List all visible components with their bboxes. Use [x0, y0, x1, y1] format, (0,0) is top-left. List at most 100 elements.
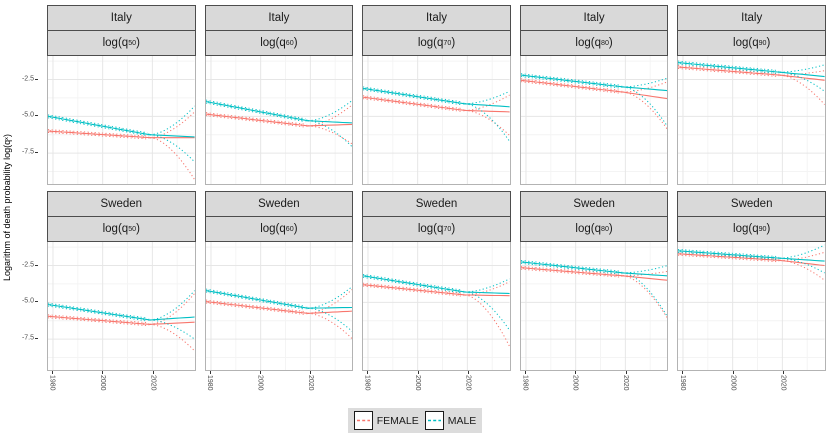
panel-canvas [205, 242, 353, 370]
x-tick-mark [417, 371, 419, 374]
y-tick-mark [35, 338, 38, 340]
measure-label-subscript: 80 [600, 225, 609, 233]
x-axis-cell: 1980 2000 2020 [677, 371, 826, 403]
measure-label-suffix: ) [766, 223, 771, 235]
x-tick-label-text: 2000 [256, 375, 264, 391]
measure-label-subscript: 90 [758, 225, 767, 233]
facet-strip-country: Sweden [677, 191, 826, 217]
x-tick-label: 2020 [464, 375, 471, 391]
facet-strip-country: Italy [677, 5, 826, 31]
facet-strip-measure: log(q 60) [204, 31, 354, 56]
x-axis-band: 1980 2000 2020 1980 2000 2020 1980 2000 2020 1980… [16, 371, 826, 403]
facet-strip-country: Sweden [204, 191, 354, 217]
y-tick-label: -2.5 [21, 261, 34, 269]
y-axis-gutter: -2.5 -5.0 -7.5 [16, 191, 38, 371]
panel-canvas [363, 242, 510, 370]
x-tick-label-text: 1980 [363, 375, 371, 391]
panel-plot [519, 242, 669, 371]
panel-plot [204, 242, 354, 371]
facet-strip-country-label: Sweden [573, 198, 615, 210]
facet-sweden-q80: Sweden log(q 80) [519, 191, 669, 371]
x-tick-mark [102, 371, 104, 374]
facet-sweden-q60: Sweden log(q 60) [204, 191, 354, 371]
facet-strip-country-label: Italy [268, 12, 290, 24]
x-tick-label: 2020 [780, 375, 787, 391]
x-tick-label-text: 2000 [729, 375, 737, 391]
panel-canvas [205, 56, 353, 184]
facet-sweden-q50: Sweden log(q 50) [47, 191, 196, 371]
y-tick-label: -2.5 [21, 75, 34, 83]
x-tick-label: 1980 [206, 375, 213, 391]
x-tick-mark [367, 371, 369, 374]
measure-label-subscript: 60 [285, 39, 294, 47]
y-tick-mark [35, 301, 38, 303]
y-tick-mark [35, 264, 38, 266]
x-axis-cell: 1980 2000 2020 [520, 371, 669, 403]
y-axis-label-text: Logarithm of death probability log(q [2, 139, 12, 282]
x-tick-label-text: 2020 [622, 375, 630, 391]
x-tick-mark [52, 371, 54, 374]
panel-plot [47, 56, 196, 185]
y-tick-mark [35, 115, 38, 117]
facet-strip-country-label: Sweden [258, 198, 300, 210]
x-tick-label-text: 2020 [779, 375, 787, 391]
y-tick-mark [35, 152, 38, 154]
facet-strip-country: Italy [519, 5, 669, 31]
facet-strip-country-label: Sweden [100, 198, 143, 210]
x-tick-mark [310, 371, 312, 374]
measure-label-subscript: 80 [600, 39, 609, 47]
x-tick-mark [783, 371, 785, 374]
measure-label-prefix: log(q [733, 223, 759, 235]
measure-label-suffix: ) [451, 223, 456, 235]
x-tick-label: 2000 [99, 375, 106, 391]
x-tick-mark [575, 371, 577, 374]
x-tick-label: 2000 [257, 375, 264, 391]
facet-strip-country-label: Italy [425, 12, 448, 24]
x-axis-cell: 1980 2000 2020 [205, 371, 354, 403]
facet-italy-q60: Italy log(q 60) [204, 5, 354, 185]
x-tick-label-text: 1980 [48, 375, 56, 391]
x-tick-mark [524, 371, 526, 374]
measure-label-prefix: log(q [417, 223, 444, 235]
x-tick-label-text: 2020 [464, 375, 472, 391]
x-tick-label-text: 2000 [98, 375, 106, 391]
facet-strip-country: Italy [204, 5, 354, 31]
measure-label-subscript: 90 [758, 39, 767, 47]
facet-sweden-q70: Sweden log(q 70) [362, 191, 511, 371]
facet-strip-country: Italy [362, 5, 511, 31]
x-tick-label: 2020 [149, 375, 156, 391]
facet-strip-measure: log(q 80) [519, 31, 669, 56]
facet-italy-q90: Italy log(q 90) [677, 5, 826, 185]
x-tick-label-text: 1980 [206, 375, 214, 391]
measure-label-suffix: ) [136, 223, 140, 235]
measure-label-prefix: log(q [102, 223, 129, 235]
facet-strip-country-label: Italy [583, 12, 605, 24]
facet-strip-country: Sweden [362, 191, 511, 217]
male-line-key-icon [424, 411, 444, 430]
panel-canvas [48, 242, 195, 370]
facet-italy-q70: Italy log(q 70) [362, 5, 511, 185]
panel-plot [519, 56, 669, 185]
panel-plot [47, 242, 196, 371]
female-line-key-icon [353, 411, 373, 430]
panel-canvas [363, 56, 510, 184]
x-tick-label: 2000 [572, 375, 579, 391]
measure-label-subscript: 70 [443, 225, 452, 233]
measure-label-subscript: 70 [443, 39, 452, 47]
y-tick-label: -7.5 [21, 334, 34, 342]
x-tick-label: 1980 [49, 375, 56, 391]
x-axis-gutter-spacer [16, 371, 38, 403]
panel-canvas [678, 242, 825, 370]
panel-canvas [48, 56, 195, 184]
measure-label-subscript: 50 [128, 225, 137, 233]
facet-strip-country: Sweden [519, 191, 669, 217]
facet-grid: -2.5 -5.0 -7.5 Italy log(q 50) Italy log(q 60) It… [16, 5, 826, 403]
measure-label-suffix: ) [766, 37, 771, 49]
x-tick-label-text: 1980 [521, 375, 529, 391]
x-tick-label-text: 2020 [306, 375, 314, 391]
x-tick-label: 2000 [414, 375, 421, 391]
y-tick-label: -5.0 [21, 111, 34, 119]
measure-label-suffix: ) [451, 37, 456, 49]
legend-box: FEMALE MALE [347, 408, 483, 433]
y-tick-label: -5.0 [21, 297, 34, 305]
